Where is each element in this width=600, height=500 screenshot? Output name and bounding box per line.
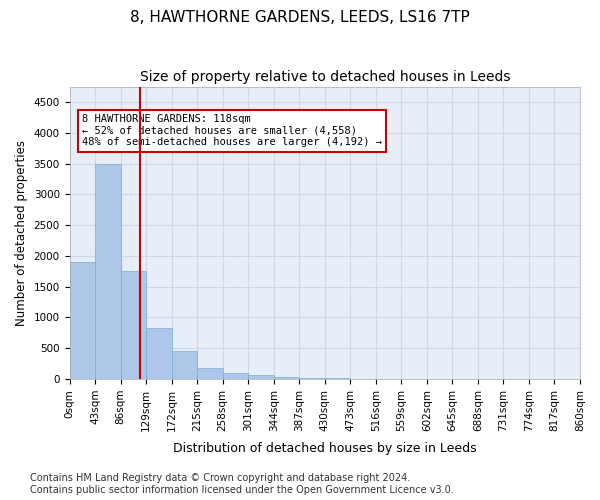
Text: Contains HM Land Registry data © Crown copyright and database right 2024.
Contai: Contains HM Land Registry data © Crown c…: [30, 474, 454, 495]
Title: Size of property relative to detached houses in Leeds: Size of property relative to detached ho…: [140, 70, 510, 84]
Text: 8, HAWTHORNE GARDENS, LEEDS, LS16 7TP: 8, HAWTHORNE GARDENS, LEEDS, LS16 7TP: [130, 10, 470, 25]
Text: 8 HAWTHORNE GARDENS: 118sqm
← 52% of detached houses are smaller (4,558)
48% of : 8 HAWTHORNE GARDENS: 118sqm ← 52% of det…: [82, 114, 382, 148]
Bar: [95, 164, 121, 379]
Bar: [274, 376, 299, 379]
Y-axis label: Number of detached properties: Number of detached properties: [15, 140, 28, 326]
Bar: [299, 378, 325, 379]
Bar: [121, 272, 146, 379]
Bar: [325, 378, 350, 379]
Bar: [172, 352, 197, 379]
Bar: [70, 262, 95, 379]
Bar: [223, 372, 248, 379]
X-axis label: Distribution of detached houses by size in Leeds: Distribution of detached houses by size …: [173, 442, 476, 455]
Bar: [146, 328, 172, 379]
Bar: [248, 375, 274, 379]
Bar: [197, 368, 223, 379]
